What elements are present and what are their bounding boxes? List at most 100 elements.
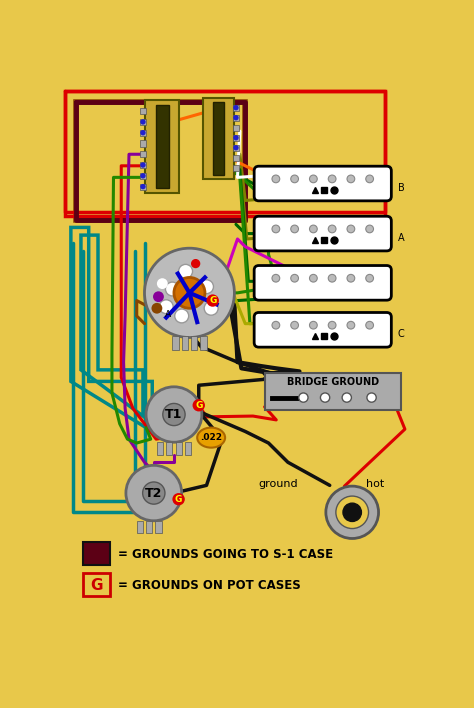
Circle shape <box>153 291 164 302</box>
Bar <box>65 91 385 216</box>
Bar <box>140 152 146 157</box>
Circle shape <box>366 225 374 233</box>
Circle shape <box>291 225 299 233</box>
Circle shape <box>328 175 336 183</box>
Circle shape <box>328 321 336 329</box>
Bar <box>145 101 179 193</box>
Circle shape <box>328 275 336 282</box>
Circle shape <box>272 275 280 282</box>
Bar <box>146 521 152 533</box>
Bar <box>233 125 239 131</box>
Circle shape <box>126 465 182 521</box>
Text: G: G <box>209 296 217 305</box>
Circle shape <box>140 173 146 178</box>
Text: G: G <box>175 495 182 503</box>
Bar <box>191 336 197 350</box>
Bar <box>233 144 239 151</box>
Bar <box>175 442 182 455</box>
Circle shape <box>140 184 146 189</box>
Circle shape <box>291 275 299 282</box>
Circle shape <box>152 303 162 314</box>
Circle shape <box>347 275 355 282</box>
Circle shape <box>347 175 355 183</box>
FancyBboxPatch shape <box>254 216 392 251</box>
Bar <box>140 183 146 190</box>
Bar <box>202 98 234 179</box>
Bar <box>157 442 163 455</box>
Circle shape <box>140 119 146 125</box>
Bar <box>201 336 207 350</box>
Circle shape <box>200 280 213 294</box>
Bar <box>213 102 224 176</box>
Circle shape <box>347 321 355 329</box>
Circle shape <box>173 493 185 506</box>
Bar <box>140 162 146 168</box>
Circle shape <box>233 135 239 140</box>
Circle shape <box>175 309 189 323</box>
Text: hot: hot <box>366 479 384 489</box>
Circle shape <box>366 275 374 282</box>
Text: BRIDGE GROUND: BRIDGE GROUND <box>287 377 379 387</box>
Circle shape <box>366 321 374 329</box>
Text: A: A <box>398 233 404 243</box>
Circle shape <box>347 225 355 233</box>
Circle shape <box>145 249 235 338</box>
Circle shape <box>146 387 202 442</box>
Text: ground: ground <box>258 479 298 489</box>
Bar <box>173 336 179 350</box>
Circle shape <box>159 299 173 314</box>
Circle shape <box>233 105 239 110</box>
Text: = GROUNDS GOING TO S-1 CASE: = GROUNDS GOING TO S-1 CASE <box>118 548 333 561</box>
Text: .022: .022 <box>200 433 222 442</box>
Circle shape <box>310 275 317 282</box>
FancyBboxPatch shape <box>254 266 392 300</box>
Circle shape <box>291 175 299 183</box>
Circle shape <box>191 259 201 268</box>
Bar <box>82 542 110 566</box>
Circle shape <box>326 486 379 539</box>
Circle shape <box>179 264 192 278</box>
Circle shape <box>140 162 146 168</box>
Bar <box>156 105 169 188</box>
Circle shape <box>174 278 205 308</box>
Circle shape <box>163 404 185 426</box>
Text: G: G <box>195 401 202 410</box>
Text: T1: T1 <box>165 408 182 421</box>
FancyBboxPatch shape <box>254 312 392 347</box>
Circle shape <box>143 482 165 504</box>
Bar <box>137 521 143 533</box>
Bar <box>166 442 173 455</box>
Circle shape <box>291 321 299 329</box>
Bar <box>233 115 239 121</box>
Text: = GROUNDS ON POT CASES: = GROUNDS ON POT CASES <box>118 579 301 592</box>
Bar <box>140 140 146 147</box>
Bar <box>185 442 191 455</box>
Circle shape <box>299 393 308 402</box>
Text: B: B <box>398 183 405 193</box>
Circle shape <box>233 145 239 150</box>
Bar <box>155 521 162 533</box>
Bar <box>140 108 146 114</box>
Bar <box>233 135 239 141</box>
FancyBboxPatch shape <box>254 166 392 201</box>
Bar <box>182 336 188 350</box>
Circle shape <box>272 225 280 233</box>
Text: T2: T2 <box>145 486 163 500</box>
Bar <box>233 154 239 161</box>
Circle shape <box>343 503 361 522</box>
Text: C: C <box>398 329 405 339</box>
Bar <box>233 105 239 110</box>
Circle shape <box>366 175 374 183</box>
Circle shape <box>328 225 336 233</box>
Bar <box>140 119 146 125</box>
Circle shape <box>367 393 376 402</box>
Circle shape <box>140 130 146 135</box>
Circle shape <box>233 115 239 120</box>
Circle shape <box>342 393 351 402</box>
Bar <box>140 173 146 179</box>
Circle shape <box>310 175 317 183</box>
Text: G: G <box>90 578 103 593</box>
Bar <box>82 573 110 596</box>
Circle shape <box>157 278 168 289</box>
Circle shape <box>192 399 205 411</box>
